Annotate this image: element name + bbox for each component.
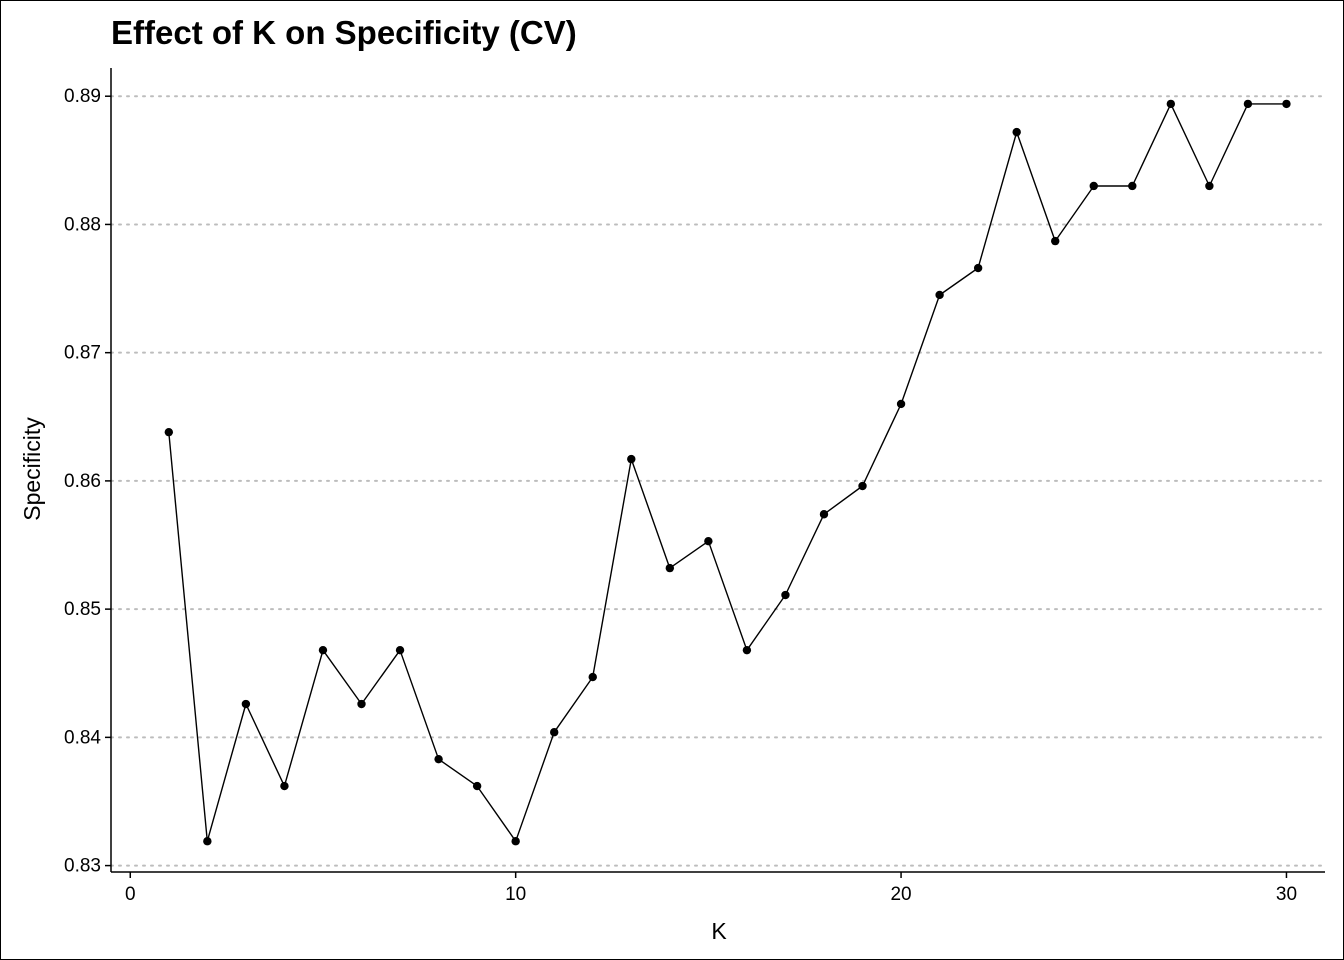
data-point (665, 563, 675, 573)
x-tick-label: 30 (1276, 884, 1297, 905)
data-point (203, 837, 212, 846)
y-tick-label: 0.88 (64, 214, 101, 235)
data-point (241, 699, 251, 709)
data-point (395, 645, 405, 655)
data-point (858, 481, 867, 491)
data-point (164, 427, 174, 437)
data-point (1089, 181, 1098, 191)
data-point (511, 837, 520, 846)
x-axis-label: K (711, 918, 727, 944)
y-tick-label: 0.87 (64, 343, 101, 364)
x-tick-label: 0 (125, 884, 136, 905)
data-point (1012, 127, 1021, 137)
data-point (896, 399, 906, 409)
data-point (1243, 99, 1253, 109)
gridlines (110, 95, 1326, 867)
data-point (357, 699, 366, 709)
data-point (1282, 99, 1291, 109)
series-line (168, 103, 1287, 842)
data-point (1205, 181, 1214, 191)
series-specificity (164, 99, 1291, 846)
data-point (742, 645, 752, 655)
data-point (1128, 181, 1137, 191)
y-tick-label: 0.85 (64, 599, 101, 620)
y-tick-label: 0.83 (64, 856, 101, 877)
x-tick-label: 10 (505, 884, 526, 905)
data-point (472, 781, 482, 791)
y-tick-label: 0.89 (64, 86, 101, 107)
y-tick-label: 0.84 (64, 727, 101, 748)
data-point (434, 754, 443, 764)
data-point (781, 590, 790, 600)
axes: 0.83 0.84 0.85 0.86 0.87 0.88 0.89 0 10 20 30 (64, 68, 1325, 905)
chart-title: Effect of K on Specificity (CV) (111, 14, 577, 51)
data-point (1166, 99, 1176, 109)
data-point (627, 454, 636, 464)
y-tick-label: 0.86 (64, 471, 101, 492)
y-axis-label: Specificity (19, 417, 45, 521)
data-point (935, 290, 944, 300)
data-point (819, 510, 829, 519)
data-point (1051, 236, 1060, 246)
x-tick-label: 20 (890, 884, 911, 905)
data-point (550, 728, 559, 737)
data-point (704, 536, 713, 546)
data-point (318, 645, 328, 655)
data-point (973, 263, 983, 273)
data-point (280, 781, 289, 791)
data-point (588, 672, 597, 682)
